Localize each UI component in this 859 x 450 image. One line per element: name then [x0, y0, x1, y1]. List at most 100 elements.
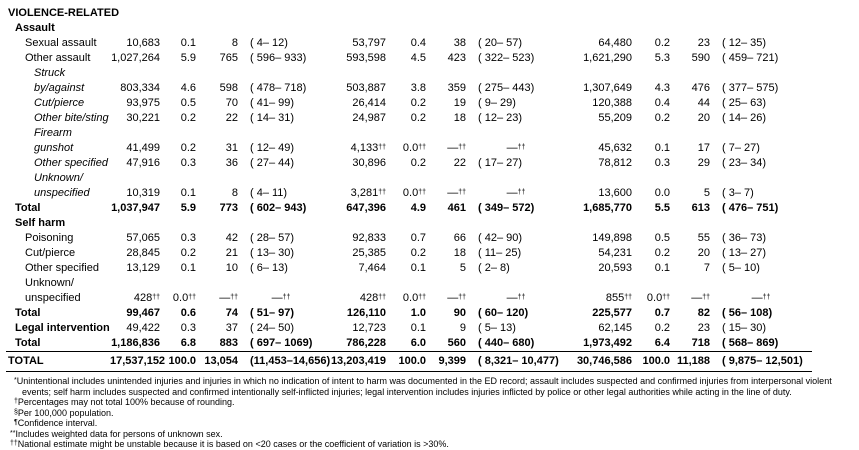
- footnote-text: National estimate might be unstable beca…: [17, 439, 449, 449]
- ci-cell: ( 8,321– 10,477): [466, 351, 566, 372]
- ci-cell: ( 56– 108): [722, 307, 773, 319]
- percent-cell: 0.1: [654, 142, 670, 154]
- unstable-estimate-marker: ††: [188, 294, 196, 301]
- rate-cell: 44: [697, 97, 710, 109]
- estimate-cell: 126,110: [346, 307, 386, 319]
- estimate-cell: 55,209: [598, 112, 632, 124]
- row-label: Total: [15, 202, 41, 214]
- estimate-cell: 1,027,264: [111, 52, 160, 64]
- rate-cell: 18: [453, 247, 466, 259]
- ci-cell: ( 9,875– 12,501): [710, 351, 813, 372]
- estimate-cell: 1,186,836: [111, 337, 160, 349]
- table-row: Other bite/sting 30,221 0.2 22 ( 14– 31) 24,9…: [6, 111, 812, 126]
- percent-cell: 0.1: [180, 262, 196, 274]
- estimate-cell: 593,598: [346, 52, 386, 64]
- unstable-estimate-marker: ††: [418, 144, 426, 151]
- ci-cell: ( 15– 30): [722, 322, 767, 334]
- percent-cell: 0.2: [410, 97, 426, 109]
- ci-cell: ( 440– 680): [478, 337, 535, 349]
- table-row: Legal intervention 49,422 0.3 37 ( 24– 50) 12…: [6, 321, 812, 336]
- rate-cell: 476: [691, 82, 710, 94]
- percent-cell: 0.4: [654, 97, 670, 109]
- unstable-estimate-marker: ††: [418, 294, 426, 301]
- row-label: Cut/pierce: [34, 97, 85, 109]
- ci-cell: ( 23– 34): [722, 157, 767, 169]
- table-row: Other assault 1,027,264 5.9 765 ( 596– 933) 5…: [6, 51, 812, 66]
- ci-cell: ( 13– 27): [722, 247, 767, 259]
- row-label: VIOLENCE-RELATED: [8, 7, 120, 19]
- row-label: Assault: [15, 22, 55, 34]
- ci-cell: ( 11– 25): [478, 247, 522, 259]
- estimate-cell: 12,723: [352, 322, 386, 334]
- section-header-row: VIOLENCE-RELATED: [6, 6, 812, 21]
- ci-cell: ( 12– 23): [478, 112, 523, 124]
- ci-cell: ( 25– 63): [722, 97, 767, 109]
- table-row: Unknown/ unspecified 428†† 0.0†† —†† —†† 428†…: [6, 276, 812, 306]
- section-header-row: Assault: [6, 21, 812, 36]
- ci-cell: ( 14– 31): [250, 112, 295, 124]
- ci-cell: ( 478– 718): [250, 82, 307, 94]
- row-label: Sexual assault: [25, 37, 97, 49]
- percent-cell: 0.3: [180, 232, 196, 244]
- percent-cell: 0.5: [654, 232, 670, 244]
- percent-cell: 0.5: [180, 97, 196, 109]
- estimate-cell: 13,600: [598, 187, 632, 199]
- rate-cell: 31: [225, 142, 238, 154]
- ci-cell: ( 41– 99): [250, 97, 295, 109]
- estimate-cell: 7,464: [358, 262, 386, 274]
- estimate-cell: 47,916: [126, 157, 160, 169]
- percent-cell: 5.9: [180, 202, 196, 214]
- percent-cell: 100.0: [386, 351, 426, 372]
- estimate-cell: 1,621,290: [583, 52, 632, 64]
- percent-cell: 0.6: [180, 307, 196, 319]
- row-label: Other assault: [25, 52, 91, 64]
- unstable-estimate-marker: ††: [517, 189, 526, 196]
- percent-cell: 0.0: [654, 187, 670, 199]
- percent-cell: 3.8: [410, 82, 426, 94]
- percent-cell: 0.1: [180, 37, 196, 49]
- estimate-cell: 225,577: [592, 307, 632, 319]
- percent-cell: 6.4: [654, 337, 670, 349]
- unstable-estimate-marker: ††: [762, 294, 771, 301]
- rate-cell: 38: [453, 37, 466, 49]
- table-row: Cut/pierce 28,845 0.2 21 ( 13– 30) 25,385 0.2 1…: [6, 246, 812, 261]
- percent-cell: 6.0: [410, 337, 426, 349]
- row-label: Other specified: [34, 157, 108, 169]
- ci-cell: ( 42– 90): [478, 232, 523, 244]
- estimate-cell: 30,896: [352, 157, 386, 169]
- footnote: **Includes weighted data for persons of …: [8, 429, 853, 440]
- ci-cell: ( 12– 49): [250, 142, 295, 154]
- percent-cell: 1.0: [410, 307, 426, 319]
- rate-cell: 29: [697, 157, 710, 169]
- rate-cell: 22: [225, 112, 238, 124]
- unstable-estimate-marker: ††: [517, 144, 526, 151]
- rate-cell: 765: [219, 52, 238, 64]
- rate-cell: 560: [447, 337, 466, 349]
- rate-cell: —††: [691, 292, 710, 304]
- percent-cell: 0.1: [410, 322, 426, 334]
- ci-cell: ( 459– 721): [722, 52, 779, 64]
- percent-cell: 100.0: [160, 351, 196, 372]
- rate-cell: 22: [453, 157, 466, 169]
- row-label: Total: [15, 307, 41, 319]
- estimate-cell: 647,396: [346, 202, 386, 214]
- estimate-cell: 64,480: [598, 37, 632, 49]
- percent-cell: 0.1: [180, 187, 196, 199]
- table-row: Other specified 13,129 0.1 10 ( 6– 13) 7,464 0…: [6, 261, 812, 276]
- row-label: Firearm gunshot: [34, 127, 74, 154]
- percent-cell: 0.2: [180, 247, 196, 259]
- ci-cell: ( 2– 8): [478, 262, 510, 274]
- percent-cell: 0.3: [180, 322, 196, 334]
- footnote-text: Per 100,000 population.: [17, 407, 114, 418]
- table-row: Sexual assault 10,683 0.1 8 ( 4– 12) 53,797 0.…: [6, 36, 812, 51]
- row-label: Other bite/sting: [34, 112, 109, 124]
- percent-cell: 5.3: [654, 52, 670, 64]
- estimate-cell: 30,221: [126, 112, 160, 124]
- rate-cell: 21: [225, 247, 238, 259]
- footnote: *Unintentional includes unintended injur…: [8, 376, 853, 397]
- estimate-cell: 149,898: [592, 232, 632, 244]
- unstable-estimate-marker: ††: [702, 294, 710, 301]
- unstable-estimate-marker: ††: [152, 294, 160, 301]
- rate-cell: 8: [231, 37, 238, 49]
- rate-cell: 598: [219, 82, 238, 94]
